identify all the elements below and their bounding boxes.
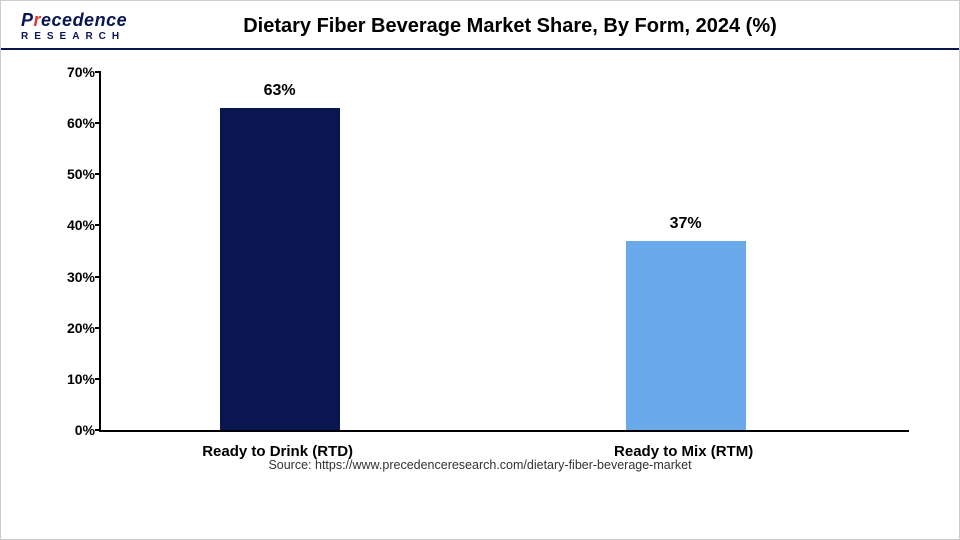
y-tick-label: 0% — [51, 422, 95, 438]
logo-pre: P — [21, 10, 34, 30]
logo: Precedence RESEARCH — [21, 11, 161, 42]
logo-line1: Precedence — [21, 11, 161, 29]
y-tick-mark — [95, 173, 101, 175]
y-tick-mark — [95, 327, 101, 329]
bar-value-label: 37% — [626, 215, 746, 233]
y-tick-mark — [95, 224, 101, 226]
y-tick-mark — [95, 429, 101, 431]
y-tick-label: 20% — [51, 320, 95, 336]
y-tick-label: 50% — [51, 166, 95, 182]
y-tick-label: 40% — [51, 217, 95, 233]
bar-value-label: 63% — [220, 82, 340, 100]
y-tick-mark — [95, 378, 101, 380]
bar: 63% — [220, 108, 340, 430]
y-tick-label: 10% — [51, 371, 95, 387]
y-tick-label: 30% — [51, 269, 95, 285]
chart-title: Dietary Fiber Beverage Market Share, By … — [161, 15, 939, 38]
y-tick-label: 70% — [51, 64, 95, 80]
plot: 0%10%20%30%40%50%60%70%63%37% — [99, 72, 909, 432]
bar: 37% — [626, 241, 746, 430]
chart-area: 0%10%20%30%40%50%60%70%63%37% Ready to D… — [41, 68, 919, 478]
y-tick-mark — [95, 71, 101, 73]
y-tick-label: 60% — [51, 115, 95, 131]
header: Precedence RESEARCH Dietary Fiber Bevera… — [1, 1, 959, 50]
y-tick-mark — [95, 122, 101, 124]
source-text: Source: https://www.precedenceresearch.c… — [41, 458, 919, 472]
logo-post: ecedence — [41, 10, 127, 30]
logo-line2: RESEARCH — [21, 31, 161, 42]
logo-red: r — [34, 10, 42, 30]
y-tick-mark — [95, 276, 101, 278]
